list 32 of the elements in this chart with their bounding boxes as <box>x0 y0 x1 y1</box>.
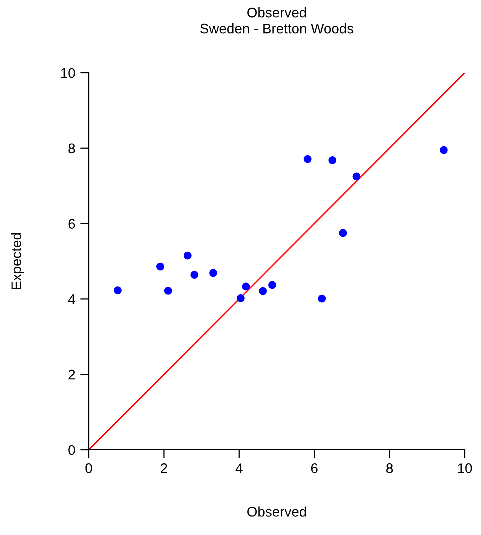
point <box>114 286 122 294</box>
y-tick-label: 4 <box>68 294 76 304</box>
point <box>242 282 250 291</box>
point <box>328 156 337 164</box>
x-axis-title: Observed <box>248 506 306 517</box>
point <box>210 269 218 278</box>
y-axis-title: Expected <box>11 233 24 290</box>
y-tick-label: 6 <box>68 219 76 229</box>
x-tick-label: 10 <box>458 464 472 474</box>
chart-subtitle: Sweden - Bretton Woods <box>200 24 354 34</box>
point <box>156 262 164 271</box>
point <box>339 229 348 238</box>
point <box>304 155 312 164</box>
y-tick-label: 2 <box>68 370 76 380</box>
point <box>268 281 276 290</box>
point <box>318 294 326 303</box>
point <box>190 271 199 280</box>
point <box>352 172 361 181</box>
point <box>164 286 172 295</box>
x-tick-label: 8 <box>386 464 394 474</box>
y-tick-label: 8 <box>68 144 76 154</box>
y-tick-label: 10 <box>61 68 76 78</box>
point <box>259 287 268 296</box>
point <box>440 146 448 154</box>
chart-title: Observed <box>248 8 306 18</box>
x-tick-label: 2 <box>161 464 168 474</box>
x-tick-label: 6 <box>311 464 318 474</box>
x-tick-label: 4 <box>236 464 243 474</box>
y-tick-label: 0 <box>68 445 76 456</box>
x-tick-label: 0 <box>86 464 92 474</box>
point <box>184 252 192 260</box>
point <box>236 294 245 302</box>
